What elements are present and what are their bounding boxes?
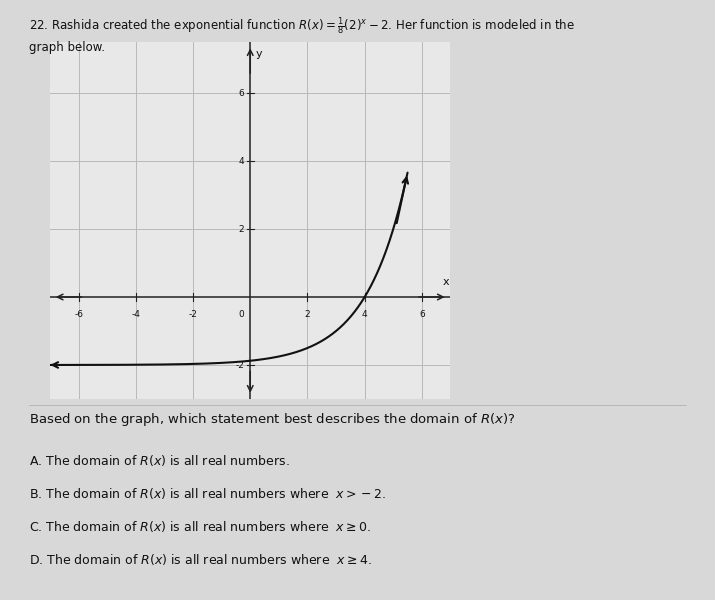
Text: 2: 2 <box>305 310 310 319</box>
Text: 0: 0 <box>238 310 244 319</box>
Text: 2: 2 <box>238 224 244 233</box>
Text: D. The domain of $R(x)$ is all real numbers where  $x \geq 4$.: D. The domain of $R(x)$ is all real numb… <box>29 552 372 567</box>
Text: -6: -6 <box>74 310 83 319</box>
Text: 22. Rashida created the exponential function $R(x)=\frac{1}{8}(2)^{x}-2$. Her fu: 22. Rashida created the exponential func… <box>29 15 575 53</box>
Text: A. The domain of $R(x)$ is all real numbers.: A. The domain of $R(x)$ is all real numb… <box>29 453 290 468</box>
Text: -2: -2 <box>235 361 244 370</box>
Text: -2: -2 <box>189 310 197 319</box>
Text: 4: 4 <box>238 157 244 166</box>
Text: B. The domain of $R(x)$ is all real numbers where  $x > -2$.: B. The domain of $R(x)$ is all real numb… <box>29 486 386 501</box>
Text: 4: 4 <box>362 310 368 319</box>
Text: C. The domain of $R(x)$ is all real numbers where  $x \geq 0$.: C. The domain of $R(x)$ is all real numb… <box>29 519 371 534</box>
Text: 6: 6 <box>238 88 244 97</box>
Text: 6: 6 <box>419 310 425 319</box>
Text: y: y <box>256 49 262 59</box>
Text: -4: -4 <box>132 310 140 319</box>
Text: Based on the graph, which statement best describes the domain of $R(x)$?: Based on the graph, which statement best… <box>29 411 516 428</box>
Text: x: x <box>443 277 450 287</box>
